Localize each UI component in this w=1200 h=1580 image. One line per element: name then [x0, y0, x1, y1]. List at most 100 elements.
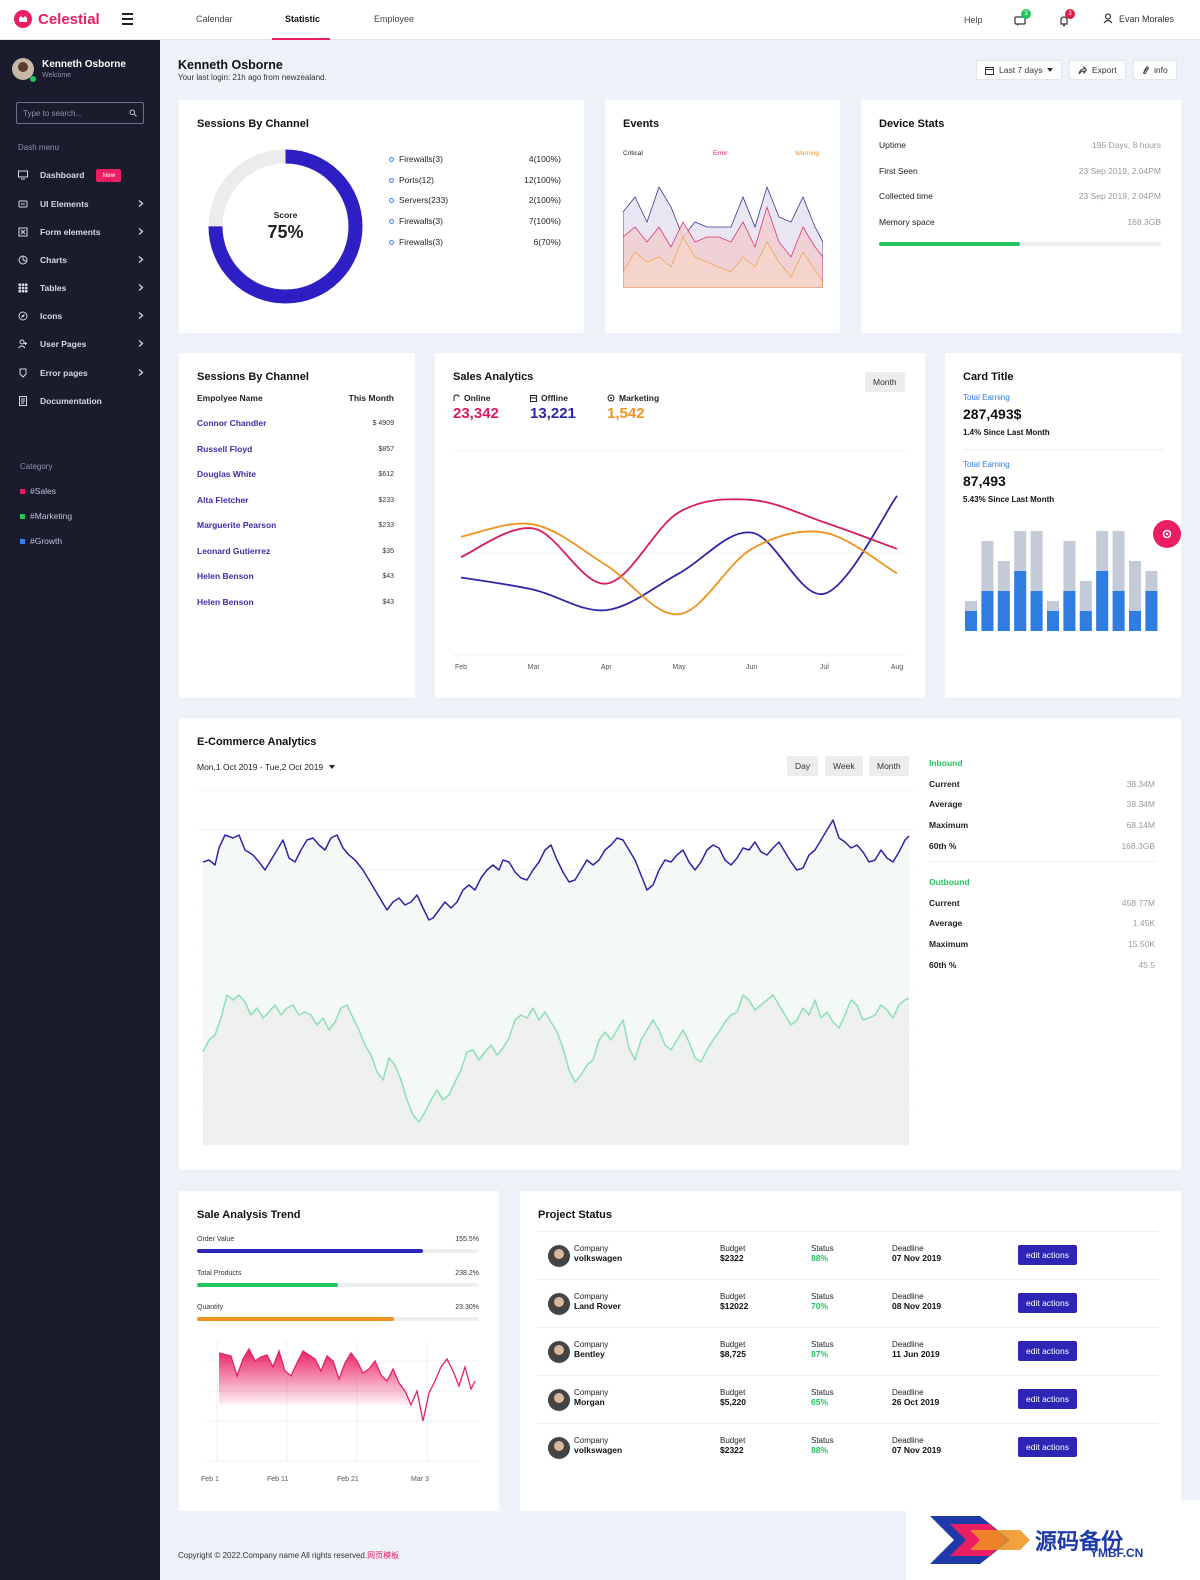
metric-value: 23,342 — [453, 405, 499, 422]
notifications-icon[interactable]: 3 — [1058, 9, 1075, 27]
tab-calendar[interactable]: Calendar — [196, 14, 233, 24]
info-button[interactable]: info — [1133, 60, 1177, 80]
table-header: Empolyee Name This Month — [197, 393, 394, 403]
sidebar-item-icons[interactable]: Icons — [18, 309, 144, 323]
export-button[interactable]: Export — [1069, 60, 1126, 80]
user-menu[interactable]: Evan Morales — [1103, 13, 1174, 24]
brand-logo[interactable]: Celestial — [14, 10, 100, 28]
table-row[interactable]: Helen Benson $43 — [197, 597, 394, 607]
footer-link[interactable]: 网页模板 — [367, 1551, 400, 1560]
status-label: Status — [811, 1244, 834, 1253]
sidebar-user-name: Kenneth Osborne — [42, 59, 126, 70]
sidebar-item-charts[interactable]: Charts — [18, 253, 144, 267]
sidebar-item-label: Tables — [40, 283, 67, 293]
sidebar-item-tables[interactable]: Tables — [18, 281, 144, 295]
stat-value: 195 Days, 8 hours — [1092, 140, 1161, 150]
sidebar-item-error-pages[interactable]: Error pages — [18, 366, 144, 380]
company-avatar — [548, 1437, 570, 1459]
outbound-average: Average 1.45K — [929, 918, 1155, 928]
menu-toggle-icon[interactable] — [122, 13, 133, 25]
online-metric: Online 23,342 — [453, 393, 499, 422]
category-growth[interactable]: #Growth — [20, 536, 62, 546]
tab-statistic[interactable]: Statistic — [285, 14, 321, 24]
employee-value: $233 — [378, 521, 394, 529]
divider — [929, 861, 1155, 862]
metric-label: Marketing — [619, 393, 660, 403]
employee-name[interactable]: Leonard Gutierrez — [197, 546, 271, 556]
status-cell: Status 87% — [811, 1340, 834, 1359]
active-tab-indicator — [272, 38, 330, 40]
outbound-area — [203, 995, 909, 1145]
company-label: Company — [574, 1388, 609, 1397]
legend-label: Ports(12) — [399, 175, 434, 185]
stat-value: 38.34M — [1126, 779, 1155, 789]
tab-employee[interactable]: Employee — [374, 14, 415, 24]
month-button[interactable]: Month — [865, 372, 905, 392]
table-row[interactable]: Alta Fletcher $233 — [197, 495, 394, 505]
table-row[interactable]: Marguerite Pearson $233 — [197, 520, 394, 530]
help-link[interactable]: Help — [964, 15, 983, 25]
chevron-right-icon — [138, 200, 144, 207]
settings-fab[interactable] — [1153, 520, 1181, 548]
employee-name[interactable]: Russell Floyd — [197, 444, 253, 454]
sidebar-item-label: Error pages — [40, 368, 88, 378]
table-row[interactable]: Connor Chandler $ 4909 — [197, 418, 394, 428]
watermark-logo: 源码备份 — [906, 1500, 1200, 1580]
messages-icon[interactable]: 3 — [1014, 9, 1031, 26]
category-sales[interactable]: #Sales — [20, 486, 56, 496]
edit-actions-button[interactable]: edit actions — [1018, 1293, 1077, 1313]
employee-name[interactable]: Douglas White — [197, 469, 257, 479]
table-row[interactable]: Russell Floyd $857 — [197, 444, 394, 454]
memory-progress-fill — [879, 242, 1020, 246]
stat-value: 23 Sep 2019, 2.04PM — [1078, 166, 1161, 176]
edit-actions-button[interactable]: edit actions — [1018, 1389, 1077, 1409]
date-range-dropdown[interactable]: Mon,1 Oct 2019 - Tue,2 Oct 2019 — [197, 762, 336, 772]
search-icon[interactable] — [129, 109, 137, 117]
employee-name[interactable]: Connor Chandler — [197, 418, 267, 428]
table-row: Company Morgan Budget $5,220 Status 65% Deadli… — [538, 1375, 1158, 1423]
edit-actions-button[interactable]: edit actions — [1018, 1245, 1077, 1265]
status-value: 70% — [811, 1301, 829, 1311]
sidebar-user[interactable]: Kenneth Osborne Welcome — [12, 58, 126, 80]
legend-label: Firewalls(3) — [399, 154, 443, 164]
card-title: E-Commerce Analytics — [197, 736, 317, 748]
table-row[interactable]: Leonard Gutierrez $35 — [197, 546, 394, 556]
table-row[interactable]: Helen Benson $43 — [197, 571, 394, 581]
sidebar-item-dashboard[interactable]: Dashboard New — [18, 168, 144, 182]
table-row: Company volkswagen Budget $2322 Status 88% Dea… — [538, 1423, 1158, 1471]
legend-value: 6(70%) — [533, 237, 561, 247]
employee-name[interactable]: Helen Benson — [197, 597, 254, 607]
chevron-right-icon — [138, 284, 144, 291]
week-button[interactable]: Week — [825, 756, 863, 776]
deadline-label: Deadline — [892, 1340, 924, 1349]
day-button[interactable]: Day — [787, 756, 819, 776]
category-marketing[interactable]: #Marketing — [20, 511, 72, 521]
employee-value: $43 — [382, 598, 394, 606]
sidebar-item-label: Dashboard — [40, 170, 85, 180]
warning-area — [623, 236, 823, 288]
sidebar-user-status: Welcome — [42, 72, 72, 79]
series-line-marketing — [460, 522, 898, 616]
date-range-button[interactable]: Last 7 days — [976, 60, 1063, 80]
x-tick-label: Jul — [820, 664, 829, 671]
sidebar-item-user-pages[interactable]: User Pages — [18, 337, 144, 351]
search-input[interactable] — [16, 102, 144, 124]
status-value: 88% — [811, 1253, 829, 1263]
employee-name[interactable]: Marguerite Pearson — [197, 520, 277, 530]
share-icon — [1078, 65, 1087, 74]
edit-actions-button[interactable]: edit actions — [1018, 1437, 1077, 1457]
month-button[interactable]: Month — [869, 756, 909, 776]
bar-front — [1014, 571, 1027, 631]
calendar-icon — [985, 66, 994, 75]
sidebar-item-ui-elements[interactable]: UI Elements — [18, 197, 144, 211]
attachment-icon — [1143, 65, 1149, 74]
bar-front — [1079, 611, 1092, 631]
employee-name[interactable]: Helen Benson — [197, 571, 254, 581]
sidebar-item-form-elements[interactable]: Form elements — [18, 225, 144, 239]
card-title: Sale Analysis Trend — [197, 1209, 301, 1221]
stat-value: 1.45K — [1132, 918, 1155, 928]
table-row[interactable]: Douglas White $612 — [197, 469, 394, 479]
sidebar-item-documentation[interactable]: Documentation — [18, 394, 144, 408]
edit-actions-button[interactable]: edit actions — [1018, 1341, 1077, 1361]
employee-name[interactable]: Alta Fletcher — [197, 495, 249, 505]
